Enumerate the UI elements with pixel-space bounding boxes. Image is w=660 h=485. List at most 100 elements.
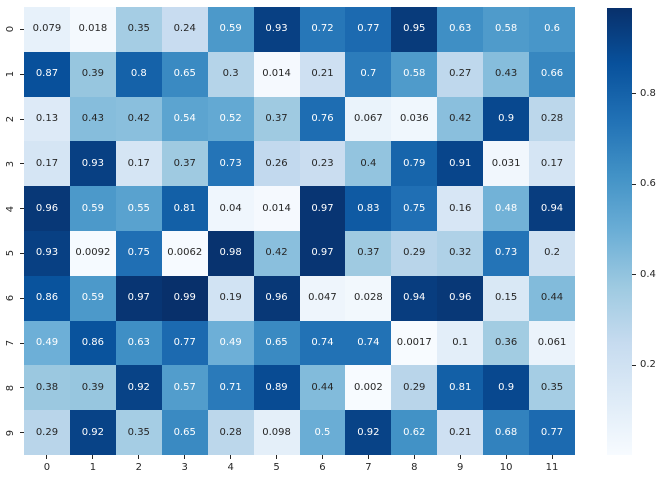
- heatmap-cell: 0.58: [483, 7, 530, 52]
- cell-value: 0.79: [403, 157, 426, 169]
- heatmap-cell: 0.17: [115, 141, 162, 187]
- heatmap-cell: 0.3: [207, 51, 254, 97]
- cell-value: 0.66: [540, 68, 564, 80]
- heatmap-cell: 0.92: [345, 410, 392, 455]
- heatmap-cell: 0.067: [345, 96, 392, 142]
- heatmap-cell: 0.63: [437, 7, 484, 52]
- cell-value: 0.59: [81, 202, 104, 214]
- cell-value: 0.24: [173, 23, 196, 35]
- cell-value: 0.58: [494, 23, 518, 35]
- y-axis-tick-label: 9: [5, 429, 16, 436]
- y-axis-tick-label: 3: [5, 160, 16, 167]
- cell-value: 0.58: [403, 68, 426, 80]
- cell-value: 0.014: [262, 68, 291, 80]
- cell-value: 0.81: [449, 381, 472, 393]
- heatmap-cell: 0.95: [391, 7, 438, 52]
- cell-value: 0.5: [314, 426, 331, 438]
- heatmap-cell: 0.91: [437, 141, 484, 187]
- cell-value: 0.031: [491, 157, 521, 169]
- heatmap-cell: 0.26: [253, 141, 300, 187]
- cell-value: 0.65: [173, 426, 196, 438]
- cell-value: 0.17: [127, 157, 150, 169]
- heatmap-cell: 0.44: [529, 275, 575, 321]
- cell-value: 0.42: [265, 247, 288, 259]
- heatmap-cell: 0.014: [253, 186, 300, 231]
- cell-value: 0.97: [311, 202, 334, 214]
- y-tick-mark: [20, 387, 24, 389]
- cell-value: 0.92: [357, 426, 380, 438]
- heatmap-cell: 0.74: [345, 320, 392, 366]
- heatmap-cell: 0.28: [207, 410, 254, 455]
- heatmap-cell: 0.98: [207, 230, 254, 276]
- cell-value: 0.018: [78, 23, 108, 35]
- x-tick-mark: [413, 455, 415, 459]
- heatmap-cell: 0.37: [161, 141, 208, 187]
- cell-value: 0.94: [403, 292, 426, 304]
- heatmap-cell: 0.39: [69, 365, 116, 411]
- cell-value: 0.23: [311, 157, 334, 169]
- cell-value: 0.52: [219, 112, 242, 124]
- cell-value: 0.9: [498, 112, 515, 124]
- heatmap-cell: 0.014: [253, 51, 300, 97]
- x-axis-tick-label: 11: [545, 462, 559, 473]
- x-axis-tick-label: 1: [89, 462, 97, 473]
- heatmap-cell: 0.5: [299, 410, 346, 455]
- cell-value: 0.76: [311, 112, 334, 124]
- heatmap-cell: 0.35: [115, 410, 162, 455]
- cell-value: 0.16: [449, 202, 472, 214]
- cell-value: 0.9: [498, 381, 515, 393]
- heatmap-cell: 0.8: [115, 51, 162, 97]
- cell-value: 0.32: [449, 247, 472, 259]
- heatmap-cell: 0.92: [115, 365, 162, 411]
- heatmap-cell: 0.028: [345, 275, 392, 321]
- heatmap-cell: 0.83: [345, 186, 392, 231]
- cell-value: 0.74: [357, 336, 380, 348]
- heatmap-cell: 0.75: [391, 186, 438, 231]
- cell-value: 0.7: [360, 68, 377, 80]
- cell-value: 0.59: [219, 23, 242, 35]
- heatmap-cell: 0.59: [69, 275, 116, 321]
- heatmap-cell: 0.29: [391, 230, 438, 276]
- x-tick-mark: [276, 455, 278, 459]
- cell-value: 0.94: [540, 202, 564, 214]
- heatmap-cell: 0.63: [115, 320, 162, 366]
- y-tick-mark: [20, 342, 24, 344]
- heatmap-cell: 0.37: [253, 96, 300, 142]
- heatmap-cell: 0.59: [207, 7, 254, 52]
- cell-value: 0.98: [219, 247, 242, 259]
- cell-value: 0.91: [449, 157, 472, 169]
- colorbar: [607, 8, 632, 455]
- heatmap-cell: 0.39: [69, 51, 116, 97]
- x-tick-mark: [46, 455, 48, 459]
- cell-value: 0.17: [35, 157, 59, 169]
- heatmap-cell: 0.77: [529, 410, 575, 455]
- y-axis-tick-label: 4: [5, 205, 16, 212]
- cell-value: 0.26: [265, 157, 288, 169]
- cell-value: 0.27: [449, 68, 472, 80]
- heatmap-cell: 0.65: [161, 51, 208, 97]
- x-tick-mark: [551, 455, 553, 459]
- cell-value: 0.65: [265, 336, 288, 348]
- heatmap-cell: 0.48: [483, 186, 530, 231]
- heatmap-cell: 0.38: [24, 365, 70, 411]
- y-axis-tick-label: 2: [5, 115, 16, 123]
- x-tick-mark: [367, 455, 369, 459]
- cell-value: 0.28: [219, 426, 242, 438]
- colorbar-tick-mark: [632, 183, 636, 185]
- cell-value: 0.13: [35, 112, 59, 124]
- cell-value: 0.6: [544, 23, 560, 35]
- heatmap-cell: 0.04: [207, 186, 254, 231]
- cell-value: 0.0062: [167, 247, 203, 259]
- heatmap-cell: 0.74: [299, 320, 346, 366]
- cell-value: 0.21: [449, 426, 472, 438]
- heatmap-cell: 0.0092: [69, 230, 116, 276]
- heatmap-cell: 0.65: [161, 410, 208, 455]
- heatmap-cell: 0.55: [115, 186, 162, 231]
- heatmap-cell: 0.15: [483, 275, 530, 321]
- heatmap-cell: 0.77: [161, 320, 208, 366]
- heatmap-cell: 0.17: [24, 141, 70, 187]
- heatmap-cell: 0.77: [345, 7, 392, 52]
- heatmap-cell: 0.9: [483, 96, 530, 142]
- heatmap-cell: 0.52: [207, 96, 254, 142]
- heatmap-cell: 0.0017: [391, 320, 438, 366]
